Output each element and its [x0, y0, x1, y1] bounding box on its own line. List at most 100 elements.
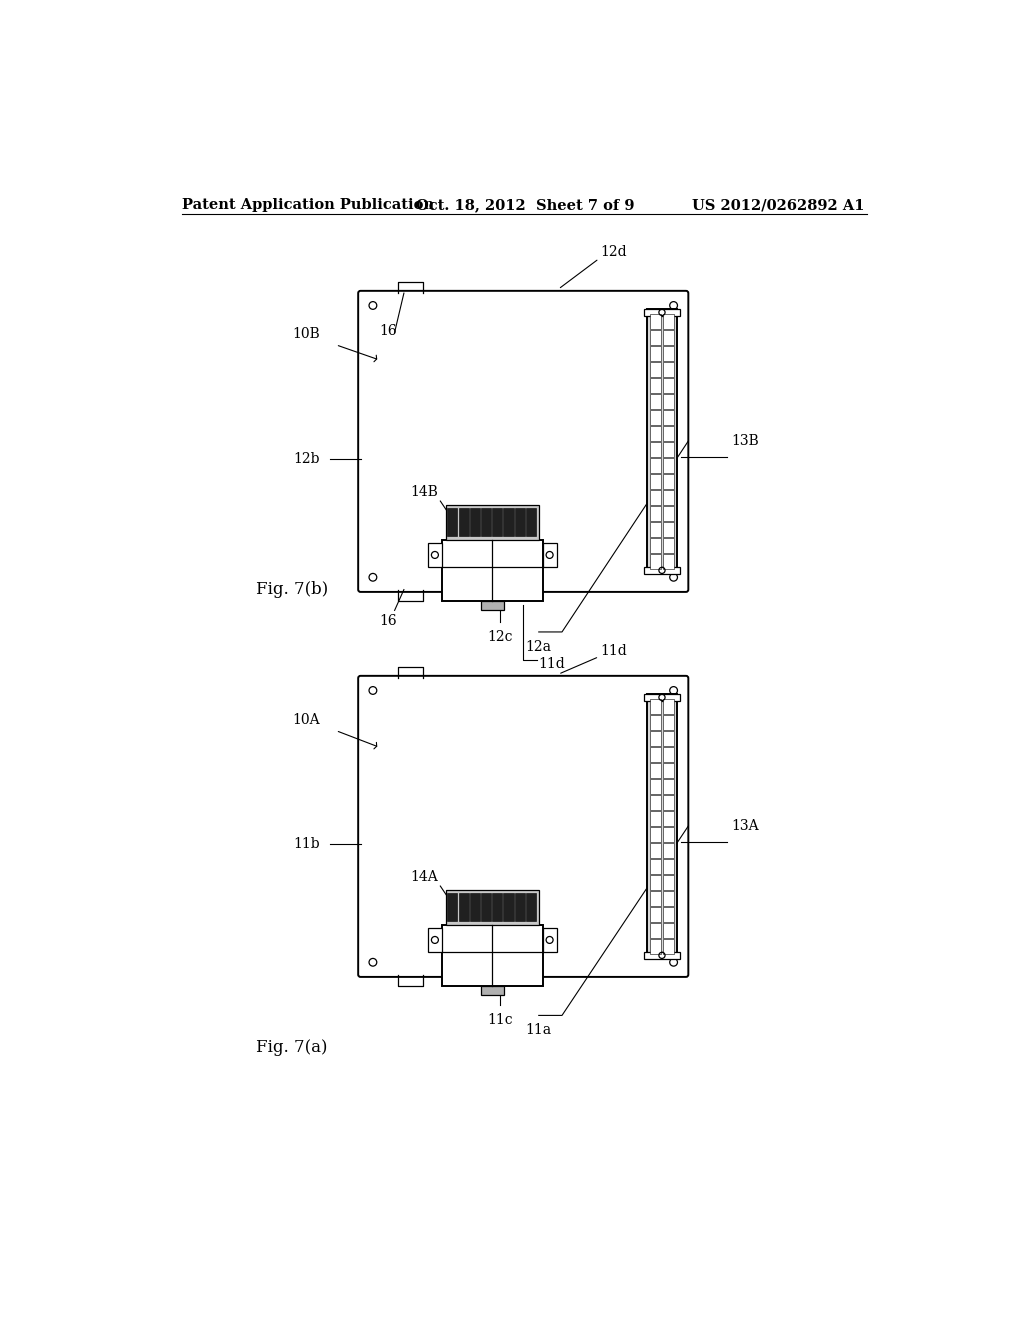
- Bar: [650, 763, 662, 777]
- Text: 13A: 13A: [731, 820, 759, 833]
- Bar: [445, 506, 539, 540]
- Bar: [480, 601, 504, 610]
- Bar: [663, 442, 674, 457]
- Bar: [650, 843, 662, 858]
- Text: 11d: 11d: [601, 644, 628, 659]
- Bar: [504, 892, 514, 921]
- Bar: [650, 875, 662, 890]
- Text: Fig. 7(a): Fig. 7(a): [256, 1039, 328, 1056]
- Bar: [644, 566, 680, 574]
- Bar: [650, 474, 662, 490]
- Bar: [663, 828, 674, 842]
- Bar: [663, 763, 674, 777]
- Bar: [650, 458, 662, 473]
- Bar: [515, 508, 525, 536]
- Bar: [650, 747, 662, 762]
- Bar: [650, 828, 662, 842]
- Bar: [650, 395, 662, 409]
- Bar: [663, 940, 674, 954]
- Bar: [470, 508, 480, 536]
- Bar: [663, 330, 674, 345]
- Bar: [650, 330, 662, 345]
- Text: 14A: 14A: [411, 870, 438, 884]
- Bar: [650, 411, 662, 425]
- Bar: [650, 362, 662, 378]
- Bar: [543, 928, 557, 952]
- Bar: [663, 875, 674, 890]
- Bar: [663, 700, 674, 714]
- Bar: [442, 924, 543, 986]
- Bar: [663, 458, 674, 473]
- Bar: [663, 346, 674, 360]
- Bar: [459, 892, 469, 921]
- Bar: [447, 508, 458, 536]
- Bar: [647, 309, 677, 574]
- Bar: [481, 508, 492, 536]
- Text: Oct. 18, 2012  Sheet 7 of 9: Oct. 18, 2012 Sheet 7 of 9: [416, 198, 634, 213]
- Text: Fig. 7(b): Fig. 7(b): [256, 581, 328, 598]
- FancyBboxPatch shape: [358, 676, 688, 977]
- Text: 13B: 13B: [731, 434, 759, 449]
- Bar: [526, 892, 536, 921]
- Bar: [470, 892, 480, 921]
- Bar: [663, 795, 674, 810]
- Bar: [650, 523, 662, 537]
- Bar: [663, 859, 674, 874]
- Text: 11a: 11a: [525, 1023, 552, 1038]
- Bar: [650, 715, 662, 730]
- Bar: [663, 923, 674, 939]
- Bar: [650, 923, 662, 939]
- Bar: [663, 490, 674, 506]
- Bar: [543, 544, 557, 566]
- FancyBboxPatch shape: [358, 290, 688, 591]
- Bar: [650, 859, 662, 874]
- Bar: [663, 891, 674, 906]
- Bar: [504, 508, 514, 536]
- Text: 11b: 11b: [294, 837, 321, 850]
- Bar: [650, 731, 662, 746]
- Bar: [663, 539, 674, 553]
- Bar: [647, 693, 677, 960]
- Bar: [650, 490, 662, 506]
- Bar: [663, 378, 674, 393]
- Bar: [650, 426, 662, 441]
- Text: 12d: 12d: [601, 246, 628, 259]
- Bar: [663, 411, 674, 425]
- Bar: [663, 395, 674, 409]
- Text: 12c: 12c: [487, 630, 513, 644]
- Bar: [650, 940, 662, 954]
- Bar: [663, 747, 674, 762]
- Bar: [526, 508, 536, 536]
- Bar: [428, 928, 442, 952]
- Bar: [663, 507, 674, 521]
- Bar: [445, 890, 539, 924]
- Bar: [650, 554, 662, 569]
- Bar: [663, 362, 674, 378]
- Bar: [663, 523, 674, 537]
- Bar: [663, 314, 674, 329]
- Bar: [663, 715, 674, 730]
- Bar: [493, 508, 503, 536]
- Bar: [650, 507, 662, 521]
- Text: 14B: 14B: [411, 484, 438, 499]
- Bar: [663, 731, 674, 746]
- Bar: [442, 540, 543, 601]
- Text: 11c: 11c: [487, 1014, 513, 1027]
- Bar: [480, 986, 504, 995]
- Bar: [650, 700, 662, 714]
- Bar: [663, 843, 674, 858]
- Bar: [650, 810, 662, 826]
- Bar: [515, 892, 525, 921]
- Bar: [644, 952, 680, 960]
- Bar: [650, 795, 662, 810]
- Text: 16: 16: [380, 614, 397, 628]
- Text: 11d: 11d: [539, 656, 565, 671]
- Text: 12a: 12a: [525, 640, 552, 653]
- Text: 10B: 10B: [293, 327, 321, 341]
- Bar: [447, 892, 458, 921]
- Bar: [650, 891, 662, 906]
- Text: 16: 16: [380, 323, 397, 338]
- Text: 12b: 12b: [294, 451, 321, 466]
- Text: Patent Application Publication: Patent Application Publication: [182, 198, 434, 213]
- Bar: [663, 907, 674, 923]
